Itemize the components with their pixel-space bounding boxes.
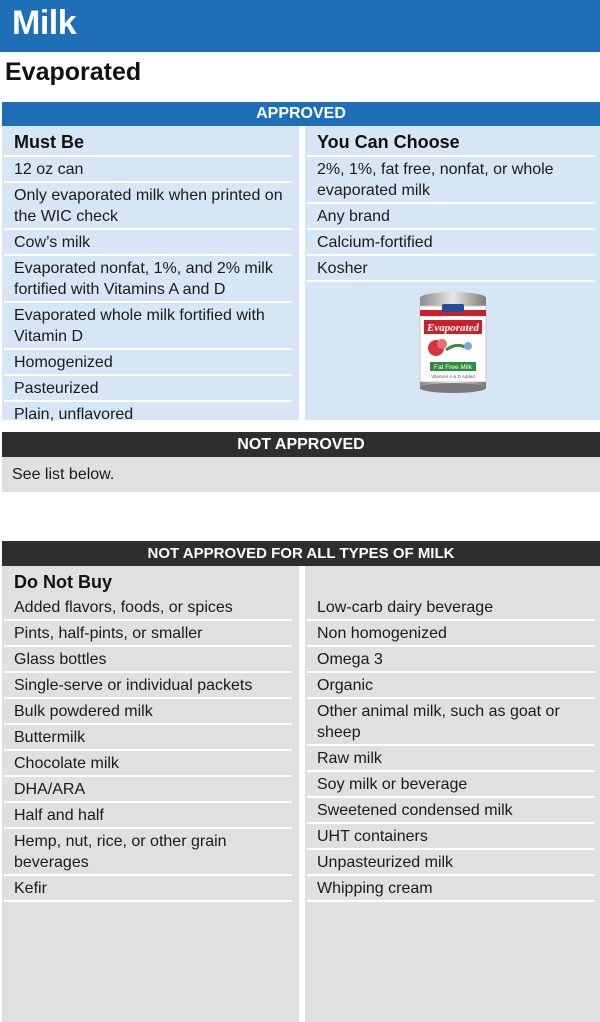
do-not-buy-item: Pints, half-pints, or smaller bbox=[4, 621, 292, 647]
not-approved-text: See list below. bbox=[2, 457, 600, 492]
not-approved-header: NOT APPROVED bbox=[2, 432, 600, 457]
can-label-text: Fat Free Milk bbox=[434, 364, 473, 371]
do-not-buy-item: Raw milk bbox=[307, 746, 595, 772]
do-not-buy-item: DHA/ARA bbox=[4, 777, 292, 803]
do-not-buy-item: Chocolate milk bbox=[4, 751, 292, 777]
not-approved-all-divider bbox=[299, 566, 305, 1022]
choose-item: Any brand bbox=[307, 204, 595, 230]
do-not-buy-item: Low-carb dairy beverage bbox=[307, 595, 595, 621]
not-approved-all-header: NOT APPROVED FOR ALL TYPES OF MILK bbox=[2, 541, 600, 566]
do-not-buy-item: Bulk powdered milk bbox=[4, 699, 292, 725]
must-be-item: Plain, unflavored bbox=[14, 406, 134, 423]
do-not-buy-item: Half and half bbox=[4, 803, 292, 829]
do-not-buy-item: Organic bbox=[307, 673, 595, 699]
must-be-column: Must Be 12 oz can Only evaporated milk w… bbox=[4, 129, 292, 426]
choose-item: 2%, 1%, fat free, nonfat, or whole evapo… bbox=[307, 157, 595, 204]
do-not-buy-item: Sweetened condensed milk bbox=[307, 798, 595, 824]
approved-header: APPROVED bbox=[2, 102, 600, 126]
do-not-buy-item: Unpasteurized milk bbox=[307, 850, 595, 876]
do-not-buy-column-left: Do Not Buy Added flavors, foods, or spic… bbox=[4, 569, 292, 902]
must-be-item: Cow’s milk bbox=[4, 230, 292, 256]
do-not-buy-item: Kefir bbox=[4, 876, 292, 902]
do-not-buy-item: Hemp, nut, rice, or other grain beverage… bbox=[4, 829, 292, 876]
do-not-buy-column-right: Low-carb dairy beverage Non homogenized … bbox=[307, 595, 595, 902]
approved-divider bbox=[299, 126, 305, 420]
page-title: Milk bbox=[12, 4, 77, 42]
must-be-heading: Must Be bbox=[4, 129, 292, 157]
do-not-buy-heading: Do Not Buy bbox=[14, 572, 112, 592]
must-be-item: 12 oz can bbox=[4, 157, 292, 183]
do-not-buy-item: Whipping cream bbox=[307, 876, 595, 902]
choose-item: Kosher bbox=[307, 256, 595, 282]
must-be-item: Evaporated nonfat, 1%, and 2% milk forti… bbox=[4, 256, 292, 303]
do-not-buy-item: Glass bottles bbox=[4, 647, 292, 673]
must-be-item: Pasteurized bbox=[4, 376, 292, 402]
can-note-text: Vitamins A & D Added bbox=[431, 374, 475, 379]
you-can-choose-column: You Can Choose 2%, 1%, fat free, nonfat,… bbox=[307, 129, 595, 282]
do-not-buy-item: Buttermilk bbox=[4, 725, 292, 751]
do-not-buy-item: Soy milk or beverage bbox=[307, 772, 595, 798]
do-not-buy-item: Non homogenized bbox=[307, 621, 595, 647]
choose-item: Calcium-fortified bbox=[307, 230, 595, 256]
you-can-choose-heading: You Can Choose bbox=[307, 129, 595, 157]
do-not-buy-item: UHT containers bbox=[307, 824, 595, 850]
do-not-buy-item: Other animal milk, such as goat or sheep bbox=[307, 699, 595, 746]
must-be-item: Evaporated whole milk fortified with Vit… bbox=[4, 303, 292, 350]
do-not-buy-item: Omega 3 bbox=[307, 647, 595, 673]
do-not-buy-item: Added flavors, foods, or spices bbox=[4, 595, 292, 621]
do-not-buy-item: Single-serve or individual packets bbox=[4, 673, 292, 699]
evaporated-milk-can-image: Evaporated Fat Free Milk Vitamins A & D … bbox=[419, 292, 487, 393]
title-bar: Milk bbox=[0, 0, 600, 52]
must-be-item: Homogenized bbox=[4, 350, 292, 376]
can-brand-text: Evaporated bbox=[426, 322, 479, 334]
page-subtitle: Evaporated bbox=[5, 58, 142, 86]
must-be-item: Only evaporated milk when printed on the… bbox=[4, 183, 292, 230]
